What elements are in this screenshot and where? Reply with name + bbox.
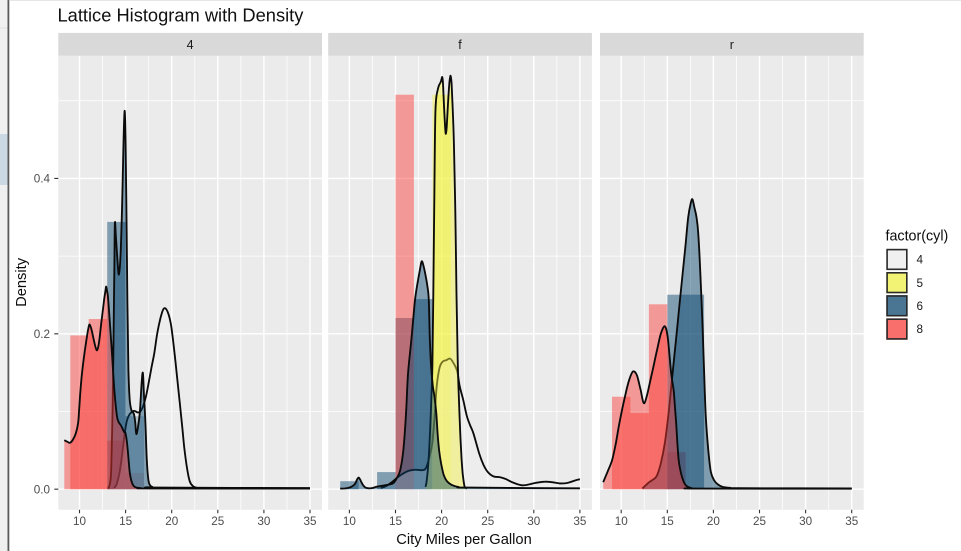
- svg-text:25: 25: [481, 515, 495, 528]
- svg-text:4: 4: [917, 254, 924, 267]
- svg-text:4: 4: [187, 38, 194, 52]
- svg-text:35: 35: [303, 515, 317, 528]
- svg-text:City Miles per Gallon: City Miles per Gallon: [396, 532, 532, 548]
- svg-text:0.4: 0.4: [34, 173, 51, 186]
- svg-text:15: 15: [389, 515, 403, 528]
- svg-text:5: 5: [917, 277, 924, 290]
- svg-text:Lattice Histogram with Density: Lattice Histogram with Density: [58, 5, 305, 26]
- svg-text:8: 8: [917, 323, 924, 336]
- svg-text:30: 30: [257, 515, 271, 528]
- svg-text:35: 35: [845, 515, 859, 528]
- svg-text:15: 15: [119, 515, 133, 528]
- svg-text:f: f: [458, 38, 462, 52]
- svg-text:10: 10: [73, 515, 87, 528]
- svg-text:0.2: 0.2: [34, 328, 50, 341]
- svg-text:10: 10: [343, 515, 357, 528]
- svg-text:6: 6: [917, 300, 924, 313]
- svg-text:Density: Density: [14, 257, 30, 307]
- svg-text:20: 20: [165, 515, 179, 528]
- svg-text:r: r: [730, 38, 734, 52]
- svg-text:30: 30: [799, 515, 813, 528]
- svg-text:30: 30: [527, 515, 541, 528]
- svg-text:20: 20: [435, 515, 449, 528]
- svg-text:factor(cyl): factor(cyl): [886, 229, 949, 245]
- svg-text:35: 35: [573, 515, 587, 528]
- svg-text:25: 25: [753, 515, 767, 528]
- svg-text:25: 25: [211, 515, 225, 528]
- svg-text:0.0: 0.0: [34, 483, 51, 496]
- svg-text:10: 10: [615, 515, 629, 528]
- svg-text:20: 20: [707, 515, 721, 528]
- svg-text:15: 15: [661, 515, 675, 528]
